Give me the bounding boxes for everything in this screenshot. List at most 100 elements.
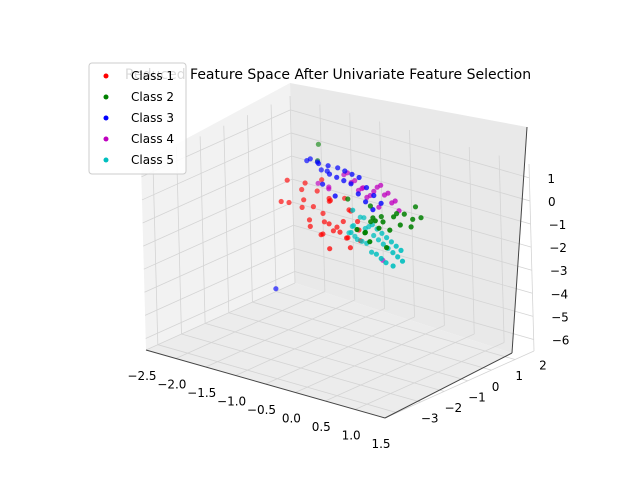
- scatter-point-class-1: [340, 218, 346, 225]
- scatter-point-class-4: [371, 188, 377, 194]
- grid-line-x-floor: [354, 342, 505, 410]
- scatter-point-class-2: [376, 225, 382, 231]
- grid-line-x-floor: [145, 282, 296, 351]
- scatter-point-class-2: [387, 227, 393, 233]
- scatter-point-class-1: [344, 235, 350, 241]
- x-tick-label: 1.5: [371, 437, 390, 451]
- scatter-point-class-3: [326, 171, 333, 177]
- scatter-point-class-1: [278, 198, 284, 205]
- scatter-point-class-3: [356, 174, 362, 181]
- grid-line-x-floor: [384, 350, 535, 419]
- grid-line-y-side: [199, 136, 206, 324]
- scatter-point-class-3: [320, 181, 326, 187]
- floor-pane: [146, 283, 512, 418]
- x-tick-label: −0.5: [247, 403, 276, 417]
- grid-line-y-floor: [252, 301, 492, 371]
- scatter-point-class-1: [299, 204, 305, 210]
- scatter-point-class-5: [398, 247, 404, 253]
- grid-line-z-back: [291, 155, 531, 225]
- scatter-point-class-3: [307, 156, 313, 162]
- x-axis-line: [145, 349, 386, 419]
- scatter-point-class-1: [330, 228, 336, 234]
- x-tick-label: −2.0: [157, 378, 186, 392]
- grid-line-y-side: [270, 104, 277, 292]
- x-tick-label: 0.0: [282, 412, 301, 426]
- z-tick-label: 0: [548, 195, 556, 209]
- scatter-point-class-1: [307, 223, 313, 229]
- scatter-point-class-5: [350, 207, 356, 213]
- grid-line-y-side: [176, 147, 182, 335]
- grid-line-z-back: [294, 271, 534, 340]
- x-tick-label: −1.0: [217, 395, 246, 409]
- legend-marker: [103, 136, 109, 142]
- y-axis-ticks: −3 −2 −1 0 1 2: [421, 359, 547, 426]
- scatter-point-class-4: [315, 180, 321, 186]
- scatter-point-class-3: [378, 200, 384, 206]
- scatter-point-class-1: [320, 210, 326, 216]
- grid-line-y-side: [247, 115, 253, 303]
- scatter-point-class-5: [354, 236, 360, 242]
- grid-line-x-floor: [265, 316, 415, 385]
- grid-line-x-back: [409, 129, 415, 318]
- scatter-point-class-1: [314, 188, 320, 194]
- grid-line-z-side: [145, 271, 295, 339]
- scatter-point-class-2: [401, 211, 407, 217]
- x-tick-label: −1.5: [187, 386, 216, 400]
- scatter-point-class-2: [362, 229, 368, 235]
- scatter-point-class-3: [316, 160, 322, 167]
- back-pane: [290, 83, 527, 353]
- grid-line-x-back: [498, 155, 505, 343]
- y-tick-label: 2: [539, 359, 547, 373]
- legend-label: Class 3: [131, 111, 174, 125]
- scatter-point-class-4: [392, 198, 398, 204]
- legend-label: Class 5: [131, 153, 174, 167]
- z-tick-label: 1: [547, 172, 555, 186]
- grid-line-z-side: [142, 155, 292, 224]
- scatter-point-class-2: [345, 196, 351, 202]
- scatter-point-class-2: [380, 219, 386, 225]
- grid-line-x-back: [349, 112, 356, 301]
- scatter-point-class-5: [395, 254, 401, 260]
- scatter-point-class-1: [310, 204, 316, 210]
- scatter-point-class-5: [375, 237, 382, 243]
- grid-line-z-back: [290, 132, 531, 202]
- grid-line-y-side: [152, 157, 159, 345]
- x-tick-label: −2.5: [127, 369, 156, 383]
- scatter-point-class-3: [355, 191, 361, 197]
- scatter-point-class-5: [384, 235, 390, 241]
- grid-line-x-floor: [175, 291, 326, 359]
- grid-line-x-back: [528, 163, 535, 352]
- grid-line-z-side: [144, 248, 295, 316]
- z-tick-label: −6: [552, 333, 570, 347]
- grid-line-z-back: [293, 224, 533, 294]
- z-axis-ticks: 1 0 −1 −2 −3 −4 −5 −6: [547, 172, 569, 348]
- grid-lines: [141, 95, 535, 419]
- legend-label: Class 2: [131, 90, 174, 104]
- scatter-point-class-1: [327, 246, 333, 252]
- scatter-point-class-5: [393, 243, 399, 249]
- legend-marker: [103, 115, 109, 121]
- legend-marker: [103, 73, 109, 79]
- scatter-point-class-3: [273, 286, 279, 292]
- scatter-point-class-1: [326, 195, 332, 202]
- scatter-point-class-1: [302, 180, 308, 186]
- scatter-point-class-3: [335, 165, 341, 171]
- scatter-point-class-5: [390, 263, 396, 269]
- scatter-point-class-1: [286, 199, 292, 206]
- scatter-point-class-5: [379, 230, 385, 236]
- scatter-point-class-2: [378, 214, 384, 220]
- scatter-point-class-5: [380, 241, 386, 247]
- scatter-point-class-5: [390, 250, 396, 256]
- grid-line-y-floor: [228, 312, 468, 382]
- grid-line-z-back: [292, 178, 532, 248]
- scatter-point-class-5: [350, 223, 357, 229]
- y-tick-label: 1: [515, 369, 523, 383]
- z-tick-label: −3: [550, 264, 568, 278]
- scatter-point-class-1: [306, 217, 313, 223]
- scatter-point-class-5: [388, 239, 394, 245]
- scatter-point-class-1: [337, 229, 343, 235]
- grid-line-z-side: [144, 224, 294, 293]
- grid-line-x-back: [289, 95, 296, 284]
- z-tick-label: −5: [551, 310, 569, 324]
